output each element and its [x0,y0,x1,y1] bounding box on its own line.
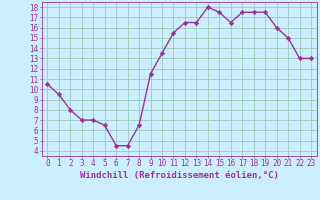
X-axis label: Windchill (Refroidissement éolien,°C): Windchill (Refroidissement éolien,°C) [80,171,279,180]
